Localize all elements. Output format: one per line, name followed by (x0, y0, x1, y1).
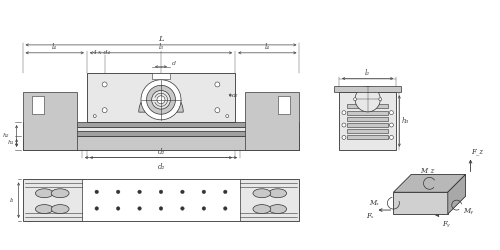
Circle shape (202, 207, 205, 210)
Bar (347, 117, 389, 121)
Text: 4 x d₄: 4 x d₄ (92, 50, 110, 55)
Text: l₁: l₁ (10, 198, 14, 203)
Ellipse shape (253, 204, 271, 214)
Text: d₂: d₂ (158, 162, 164, 170)
Circle shape (159, 190, 163, 194)
Text: h₁: h₁ (8, 140, 14, 145)
Circle shape (355, 87, 380, 112)
Text: Fₓ: Fₓ (366, 212, 374, 220)
Circle shape (95, 207, 98, 210)
Circle shape (116, 190, 120, 194)
Circle shape (116, 207, 120, 210)
Circle shape (224, 207, 227, 210)
Ellipse shape (269, 189, 286, 198)
Bar (347, 111, 389, 114)
Circle shape (94, 114, 96, 117)
Bar (152, 72, 170, 78)
Text: d₂: d₂ (158, 148, 164, 156)
Circle shape (202, 190, 205, 194)
Text: l₂: l₂ (365, 69, 370, 77)
Ellipse shape (36, 204, 53, 214)
Circle shape (390, 123, 394, 127)
Text: h₃: h₃ (402, 117, 408, 125)
Circle shape (342, 136, 346, 140)
Circle shape (141, 80, 181, 120)
Bar (32, 96, 44, 114)
Bar (22, 136, 299, 150)
Polygon shape (448, 174, 466, 214)
Text: h₂: h₂ (3, 134, 10, 138)
Ellipse shape (51, 204, 69, 214)
Circle shape (354, 98, 356, 101)
Text: d: d (172, 61, 176, 66)
Circle shape (102, 82, 107, 87)
Circle shape (390, 136, 394, 140)
Bar (82, 180, 240, 221)
Circle shape (102, 108, 107, 113)
Bar (22, 131, 299, 136)
Polygon shape (139, 90, 183, 112)
Circle shape (180, 190, 184, 194)
Bar (339, 92, 396, 150)
Polygon shape (394, 192, 448, 214)
Bar (347, 129, 389, 133)
Bar (347, 136, 389, 140)
Circle shape (215, 82, 220, 87)
Text: F_z: F_z (472, 148, 484, 156)
Circle shape (152, 90, 171, 109)
Bar (334, 86, 402, 92)
Bar (347, 123, 389, 127)
Circle shape (342, 111, 346, 114)
Circle shape (226, 114, 228, 117)
Circle shape (138, 190, 141, 194)
Ellipse shape (269, 204, 286, 214)
Circle shape (138, 207, 141, 210)
Text: Mₓ: Mₓ (369, 199, 378, 207)
Polygon shape (394, 174, 466, 192)
Circle shape (379, 98, 382, 101)
Bar (22, 122, 299, 127)
Circle shape (146, 85, 176, 114)
Circle shape (224, 190, 227, 194)
Text: l₄: l₄ (265, 43, 270, 51)
Text: d₂: d₂ (232, 92, 238, 98)
Bar (87, 72, 235, 122)
Circle shape (159, 207, 163, 210)
Bar (347, 104, 389, 108)
Ellipse shape (51, 189, 69, 198)
Bar (245, 92, 300, 150)
Bar (22, 180, 299, 221)
Ellipse shape (253, 189, 271, 198)
Text: Fᵧ: Fᵧ (442, 220, 450, 228)
Bar (22, 127, 299, 131)
Bar (278, 96, 289, 114)
Ellipse shape (36, 189, 53, 198)
Text: L: L (158, 36, 164, 44)
Text: l₄: l₄ (52, 43, 57, 51)
Text: M_z: M_z (420, 166, 434, 174)
Circle shape (342, 123, 346, 127)
Text: Mᵧ: Mᵧ (464, 207, 473, 215)
Circle shape (390, 111, 394, 114)
Bar (22, 92, 77, 150)
Circle shape (180, 207, 184, 210)
Circle shape (95, 190, 98, 194)
Circle shape (215, 108, 220, 113)
Text: l₃: l₃ (158, 43, 164, 51)
Circle shape (157, 96, 165, 104)
